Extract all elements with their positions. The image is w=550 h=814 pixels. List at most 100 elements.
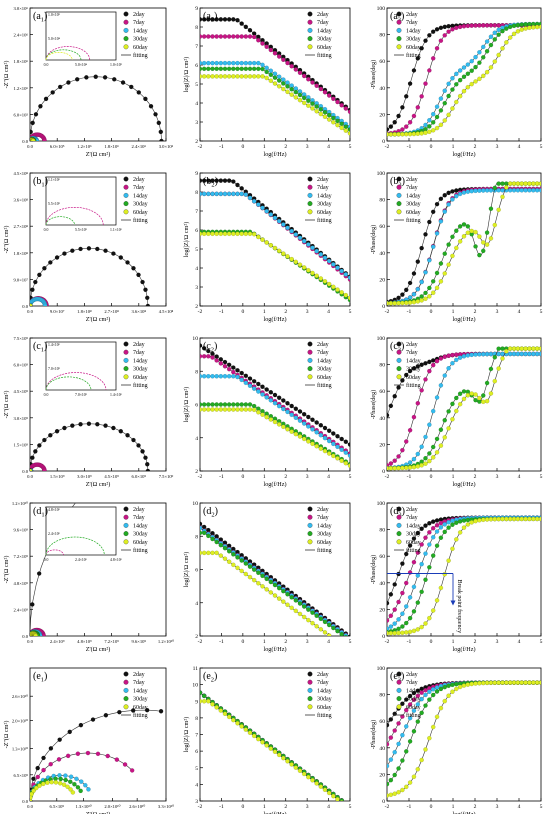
data-point (387, 466, 390, 471)
data-point (430, 358, 436, 363)
data-point (31, 788, 36, 794)
data-point (396, 741, 401, 747)
data-point (131, 437, 136, 443)
data-point (534, 680, 540, 685)
data-point (226, 231, 232, 237)
y-tick-label: 40 (379, 581, 385, 587)
data-point (523, 516, 528, 522)
y-tick-label: 6 (195, 63, 198, 69)
data-point (515, 516, 521, 522)
y-tick-label: 1.5×10⁹ (13, 442, 28, 447)
data-point (335, 628, 340, 634)
legend-marker (307, 341, 313, 347)
data-point (392, 132, 397, 137)
data-point (65, 784, 70, 790)
data-point (281, 86, 286, 92)
data-point (423, 361, 428, 366)
data-point (423, 621, 428, 626)
data-point (465, 517, 471, 523)
data-point (231, 66, 236, 72)
y-tick-label: 9 (195, 699, 198, 705)
legend-marker (396, 27, 402, 33)
y-tick-label: 9 (195, 171, 198, 177)
data-point (430, 279, 436, 284)
data-point (222, 60, 228, 66)
data-point (331, 284, 336, 290)
data-point (519, 516, 525, 522)
data-point (434, 689, 440, 694)
data-point (42, 468, 47, 471)
data-point (492, 185, 498, 191)
data-point (322, 279, 328, 284)
data-point (239, 558, 244, 563)
data-point (226, 549, 232, 554)
legend-marker (396, 514, 402, 520)
legend-label-30day: 30day (133, 202, 148, 208)
plot-area (200, 178, 350, 303)
data-point (251, 379, 257, 384)
data-point (68, 787, 73, 792)
data-point (314, 248, 319, 254)
data-point (434, 270, 440, 276)
x-tick-label: 2.6×10¹⁰ (129, 804, 145, 809)
data-point (297, 434, 303, 439)
data-point (118, 428, 124, 434)
data-point (480, 44, 486, 50)
data-point (239, 568, 244, 574)
data-point (206, 354, 211, 359)
x-tick-label: 1 (452, 639, 455, 645)
x-tick-label: -1 (219, 309, 224, 315)
data-point (434, 685, 440, 690)
data-point (469, 520, 474, 525)
data-point (442, 100, 447, 106)
x-axis-label: log(f/Hz) (452, 316, 475, 323)
data-point (201, 74, 207, 79)
x-tick-label: 4 (518, 804, 521, 810)
data-point (256, 60, 261, 66)
x-tick-label: 4 (518, 639, 521, 645)
data-point (454, 537, 459, 542)
data-point (411, 628, 417, 634)
data-point (239, 186, 244, 191)
data-point (396, 385, 401, 390)
legend-marker (307, 44, 313, 50)
x-tick-label: 3 (496, 639, 499, 645)
data-point (218, 542, 224, 548)
data-point (58, 776, 63, 782)
data-point (226, 17, 232, 22)
data-point (430, 128, 436, 133)
data-point (231, 60, 236, 66)
legend-label-30day: 30day (317, 37, 332, 43)
data-point (125, 260, 130, 265)
data-point (41, 781, 46, 787)
data-point (214, 66, 219, 72)
data-point (314, 273, 319, 279)
data-point (492, 23, 498, 28)
data-point (430, 608, 436, 613)
legend-marker (307, 671, 313, 677)
data-point (218, 17, 224, 22)
data-point (310, 270, 315, 276)
data-point (235, 368, 240, 373)
data-point (326, 93, 332, 98)
x-tick-label: 1 (263, 144, 266, 150)
data-point (419, 444, 424, 449)
legend-marker (123, 357, 129, 363)
data-point (454, 228, 459, 233)
data-point (454, 408, 459, 414)
data-point (396, 300, 401, 306)
data-point (477, 395, 482, 401)
data-point (461, 88, 467, 94)
data-point (226, 407, 232, 412)
data-point (235, 17, 240, 23)
data-point (419, 526, 424, 532)
legend-label-7day: 7day (133, 20, 145, 26)
y-tick-label: 9 (195, 6, 198, 12)
data-point (492, 222, 498, 228)
y-tick-label: 6.0×10⁵ (13, 112, 28, 117)
fit-curve (200, 231, 350, 301)
data-point (396, 465, 401, 471)
data-point (36, 571, 42, 576)
y-tick-label: 4 (195, 101, 198, 107)
